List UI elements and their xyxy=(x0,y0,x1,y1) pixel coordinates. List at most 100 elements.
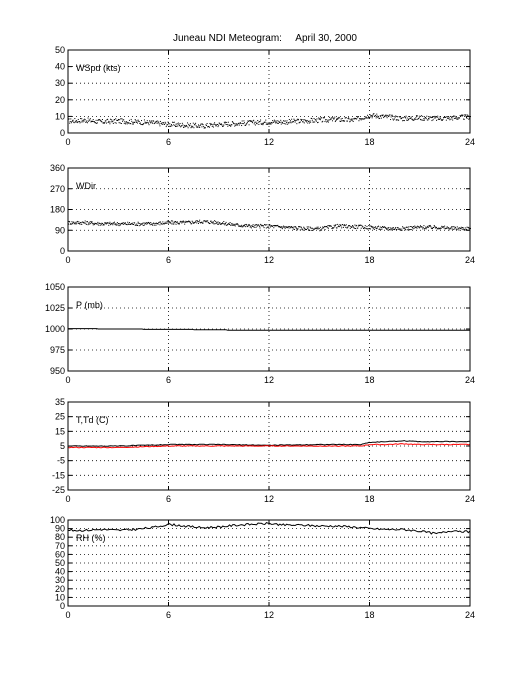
data-point xyxy=(294,226,296,228)
data-point xyxy=(372,228,374,230)
data-point xyxy=(160,120,162,122)
data-point xyxy=(395,226,397,228)
data-point xyxy=(229,124,231,126)
data-point xyxy=(265,227,267,229)
data-point xyxy=(284,120,286,122)
data-point xyxy=(154,122,156,124)
data-point xyxy=(145,223,147,225)
data-point xyxy=(149,121,151,123)
data-point xyxy=(236,124,238,126)
data-point xyxy=(338,225,340,227)
data-point xyxy=(412,228,414,230)
data-point xyxy=(243,122,245,124)
data-point xyxy=(461,228,463,230)
data-point xyxy=(428,118,430,120)
data-point xyxy=(444,116,446,118)
data-point xyxy=(112,121,114,123)
data-point xyxy=(128,222,130,224)
data-point xyxy=(233,123,235,125)
data-point xyxy=(268,123,270,125)
data-point xyxy=(127,121,129,123)
data-point xyxy=(398,116,400,118)
y-tick-label: 60 xyxy=(55,549,65,559)
data-point xyxy=(347,226,349,228)
data-point xyxy=(407,226,409,228)
y-tick-label: 20 xyxy=(55,95,65,105)
data-point xyxy=(279,121,281,123)
data-point xyxy=(207,126,209,128)
data-point xyxy=(201,221,203,223)
data-point xyxy=(187,221,189,223)
data-point xyxy=(282,226,284,228)
data-point xyxy=(423,118,425,120)
data-point xyxy=(127,221,129,223)
data-point xyxy=(68,118,70,120)
data-point xyxy=(77,223,79,225)
data-point xyxy=(368,228,370,230)
data-point xyxy=(310,229,312,231)
data-point xyxy=(129,223,131,225)
data-point xyxy=(126,223,128,225)
data-point xyxy=(427,119,429,121)
data-point xyxy=(232,223,234,225)
data-point xyxy=(370,115,372,117)
data-point xyxy=(81,118,83,120)
data-point xyxy=(401,229,403,231)
y-tick-label: 10 xyxy=(55,592,65,602)
data-point xyxy=(365,116,367,118)
data-point xyxy=(211,123,213,125)
data-point xyxy=(460,226,462,228)
data-point xyxy=(161,122,163,124)
data-point xyxy=(157,122,159,124)
data-point xyxy=(170,124,172,126)
data-point xyxy=(434,117,436,119)
y-tick-label: -15 xyxy=(52,470,65,480)
data-point xyxy=(312,228,314,230)
data-point xyxy=(71,221,73,223)
data-point xyxy=(461,115,463,117)
data-point xyxy=(360,119,362,121)
data-point xyxy=(421,115,423,117)
data-point xyxy=(410,116,412,118)
data-point xyxy=(103,224,105,226)
data-point xyxy=(141,120,143,122)
data-point xyxy=(82,121,84,123)
data-point xyxy=(227,125,229,127)
data-point xyxy=(253,123,255,125)
data-point xyxy=(84,118,86,120)
data-point xyxy=(416,118,418,120)
data-point xyxy=(337,118,339,120)
data-point xyxy=(76,221,78,223)
data-point xyxy=(375,117,377,119)
data-point xyxy=(164,223,166,225)
data-point xyxy=(317,121,319,123)
data-point xyxy=(173,223,175,225)
data-point xyxy=(308,228,310,230)
data-point xyxy=(466,226,468,228)
data-point xyxy=(429,224,431,226)
data-point xyxy=(218,122,220,124)
data-point xyxy=(252,225,254,227)
data-point xyxy=(365,228,367,230)
data-point xyxy=(375,226,377,228)
data-point xyxy=(402,226,404,228)
data-point xyxy=(288,118,290,120)
data-point xyxy=(101,121,103,123)
data-point xyxy=(73,122,75,124)
data-point xyxy=(450,118,452,120)
x-tick-label: 18 xyxy=(364,255,374,265)
data-point xyxy=(211,221,213,223)
data-point xyxy=(113,223,115,225)
y-tick-label: -25 xyxy=(52,485,65,495)
data-point xyxy=(168,125,170,127)
data-point xyxy=(446,117,448,119)
data-point xyxy=(466,117,468,119)
data-point xyxy=(336,117,338,119)
data-point xyxy=(86,221,88,223)
data-point xyxy=(380,117,382,119)
data-point xyxy=(104,223,106,225)
data-point xyxy=(459,114,461,116)
data-point xyxy=(189,123,191,125)
